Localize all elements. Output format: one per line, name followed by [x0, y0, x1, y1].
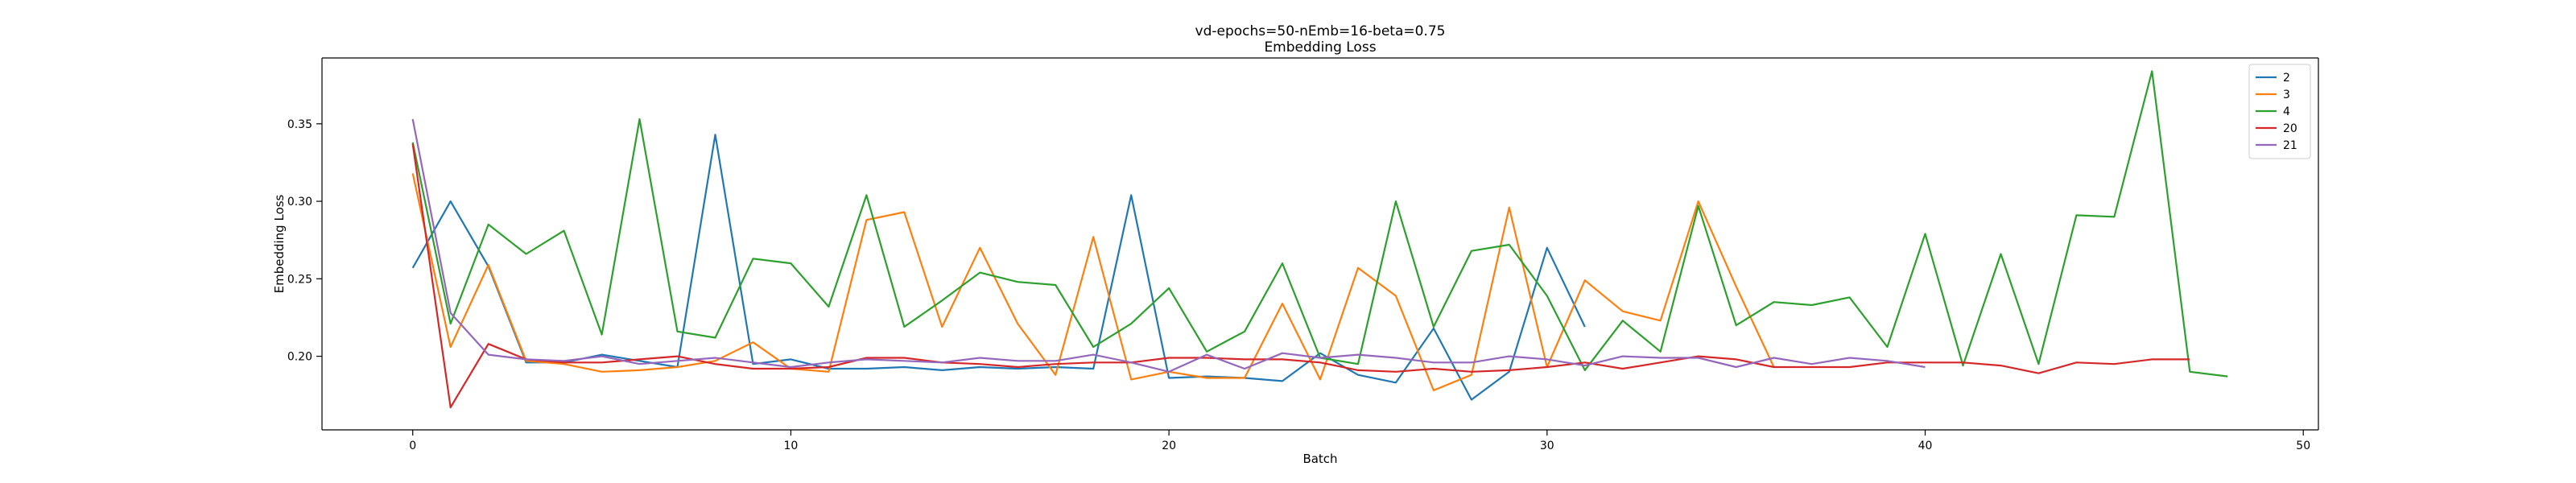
x-axis-label: Batch	[1302, 452, 1337, 466]
x-tick-label: 10	[784, 440, 799, 452]
y-tick-label: 0.25	[287, 273, 312, 286]
y-tick-label: 0.30	[287, 196, 312, 208]
legend-label: 2	[2283, 72, 2290, 85]
chart-subtitle: Embedding Loss	[1264, 39, 1376, 56]
chart-title-group: vd-epochs=50-nEmb=16-beta=0.75 Embedding…	[1195, 23, 1446, 56]
legend: 2 3 4 20 21	[2248, 64, 2311, 159]
x-tick-label: 40	[1918, 440, 1933, 452]
legend-label: 21	[2283, 139, 2297, 152]
y-axis-label: Embedding Loss	[272, 194, 287, 293]
legend-item-21: 21	[2256, 139, 2297, 152]
legend-item-2: 2	[2256, 72, 2290, 85]
x-tick-label: 50	[2296, 440, 2310, 452]
x-tick-label: 30	[1540, 440, 1554, 452]
legend-item-4: 4	[2256, 105, 2290, 118]
series-line-4	[411, 70, 2228, 378]
y-tick-label: 0.20	[287, 351, 312, 364]
legend-item-20: 20	[2256, 122, 2297, 135]
chart-title: vd-epochs=50-nEmb=16-beta=0.75	[1195, 23, 1446, 39]
series-line-21	[411, 118, 1926, 373]
legend-label: 3	[2283, 89, 2290, 101]
x-tick-label: 0	[409, 440, 416, 452]
legend-label: 4	[2283, 105, 2290, 118]
legend-frame	[2248, 64, 2311, 159]
series-layer	[411, 70, 2228, 409]
legend-item-3: 3	[2256, 89, 2290, 101]
y-tick-label: 0.35	[287, 118, 312, 131]
x-tick-label: 20	[1162, 440, 1176, 452]
axis-ticks: 0 10 20 30 40 50 0.20 0.25 0.30 0.35	[287, 118, 2310, 452]
axes-frame	[321, 57, 2319, 431]
series-line-2	[411, 134, 1586, 401]
legend-label: 20	[2283, 122, 2297, 135]
